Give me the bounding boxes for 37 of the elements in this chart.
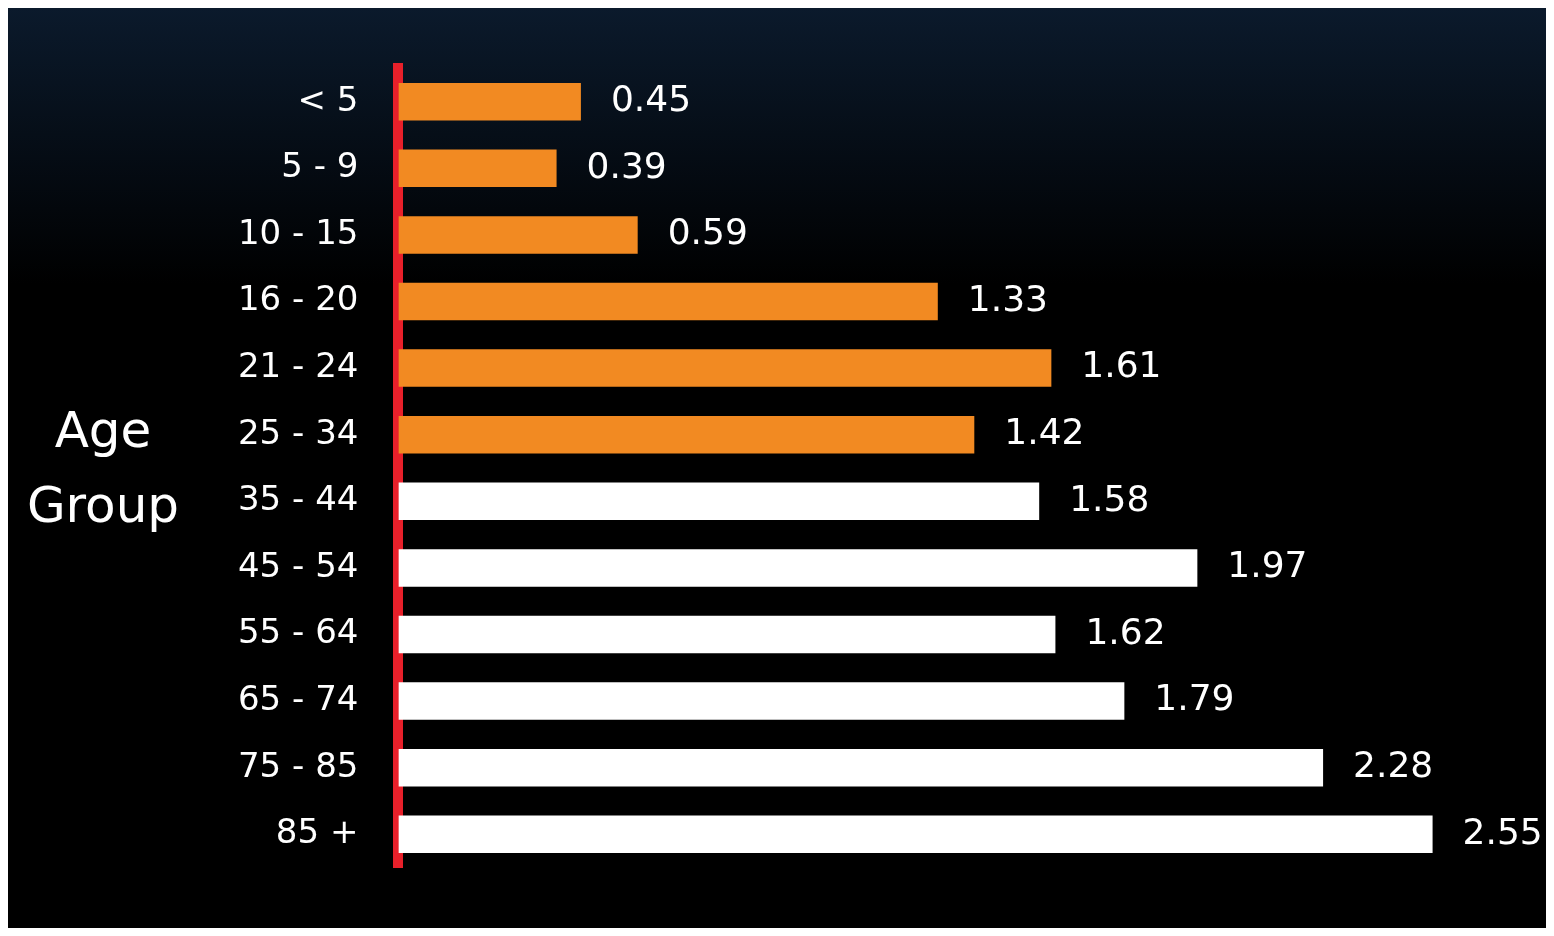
bar (398, 349, 1052, 387)
bar (398, 682, 1125, 720)
data-label: 1.61 (1081, 344, 1162, 386)
bar (398, 549, 1198, 587)
data-label: 0.45 (610, 78, 692, 120)
y-tick-label: < 5 (297, 78, 359, 119)
y-tick-label: 21 - 24 (237, 344, 359, 385)
y-tick-label: 75 - 85 (237, 744, 359, 785)
data-label: 1.58 (1069, 477, 1150, 519)
y-tick-label: 55 - 64 (237, 611, 359, 652)
data-label: 0.39 (586, 144, 667, 186)
data-label: 1.79 (1154, 677, 1235, 719)
data-label: 0.59 (667, 211, 748, 253)
y-axis-title: Age Group (25, 400, 181, 536)
bar (398, 282, 938, 321)
bar (398, 415, 975, 454)
y-tick-label: 16 - 20 (237, 278, 359, 319)
data-label: 1.62 (1085, 610, 1166, 652)
bar (398, 216, 638, 254)
bar (398, 82, 581, 121)
y-tick-label: 25 - 34 (237, 411, 359, 452)
y-tick-label: 65 - 74 (237, 677, 359, 718)
bar (398, 615, 1056, 654)
bar (398, 482, 1040, 521)
bar (398, 149, 557, 188)
y-tick-label: 10 - 15 (237, 211, 359, 252)
data-label: 2.55 (1462, 810, 1543, 852)
y-tick-label: 45 - 54 (237, 544, 359, 585)
y-tick-label: 35 - 44 (237, 478, 359, 519)
data-label: 1.33 (967, 277, 1048, 319)
data-label: 2.28 (1353, 744, 1434, 786)
y-tick-label: 85 + (275, 811, 359, 852)
data-label: 1.97 (1227, 544, 1308, 586)
bar (398, 815, 1433, 854)
y-tick-label: 5 - 9 (281, 145, 359, 186)
bar (398, 748, 1324, 787)
data-label: 1.42 (1004, 411, 1085, 453)
